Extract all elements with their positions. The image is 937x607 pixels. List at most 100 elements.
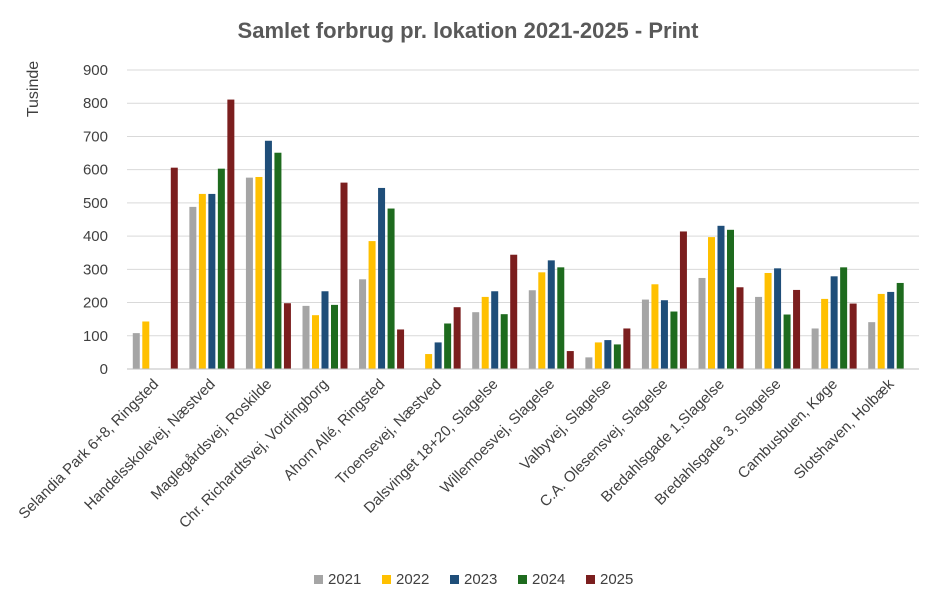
y-tick-label: 500 [83, 195, 108, 212]
bar-2023 [717, 225, 725, 369]
y-tick-label: 900 [83, 62, 108, 79]
bar-2023 [264, 140, 272, 369]
x-tick-label: Slotshaven, Holbæk [791, 375, 898, 482]
bar-2021 [585, 357, 593, 369]
x-tick-label: Cambusbuen, Køge [735, 376, 841, 482]
grid-layer [127, 69, 919, 337]
y-axis-label: Tusinde [25, 61, 42, 117]
bar-2024 [613, 344, 621, 369]
bar-2022 [255, 176, 263, 369]
legend-label: 2025 [600, 571, 633, 588]
legend-label: 2022 [396, 571, 429, 588]
bar-2022 [877, 293, 885, 369]
bar-2023 [830, 276, 838, 369]
bar-2022 [764, 272, 772, 369]
bar-2022 [594, 342, 602, 369]
bar-2025 [227, 99, 235, 369]
y-tick-label: 200 [83, 295, 108, 312]
bar-2024 [331, 304, 338, 369]
bar-2025 [453, 307, 461, 369]
bar-2025 [283, 303, 291, 369]
bar-2024 [557, 267, 565, 369]
bar-2024 [840, 267, 848, 369]
bar-2021 [528, 290, 536, 369]
bar-2021 [698, 277, 706, 369]
bar-2025 [170, 167, 178, 369]
legend: 2021 2022 2023 2024 2025 [314, 571, 633, 588]
x-tick-label: Troensevej, Næstved [332, 376, 444, 488]
bar-2025 [623, 328, 631, 369]
bar-2025 [510, 254, 518, 369]
bar-2021 [472, 312, 480, 369]
bar-2021 [359, 279, 367, 369]
bar-2021 [868, 322, 876, 369]
bar-2022 [708, 237, 715, 369]
bar-2022 [425, 354, 433, 369]
bar-2021 [755, 296, 763, 369]
bar-2024 [444, 323, 452, 369]
legend-label: 2024 [532, 571, 565, 588]
bar-2022 [821, 298, 829, 369]
bar-2025 [849, 303, 857, 369]
bar-2023 [660, 300, 668, 369]
y-tick-label: 300 [83, 261, 108, 278]
bar-2025 [793, 289, 801, 369]
bar-2025 [566, 351, 574, 369]
bar-2021 [132, 333, 140, 369]
y-tick-label: 800 [83, 95, 108, 112]
bar-2021 [245, 177, 253, 369]
bar-2024 [274, 152, 282, 369]
bar-2023 [321, 291, 329, 369]
bar-2021 [641, 299, 649, 369]
legend-label: 2021 [328, 571, 361, 588]
bar-2023 [208, 193, 216, 369]
x-tick-label: Willemoesvej, Slagelse [437, 376, 558, 497]
bar-2024 [670, 311, 678, 369]
y-tick-label: 400 [83, 228, 108, 245]
bar-2022 [538, 272, 546, 369]
bar-2023 [378, 187, 386, 369]
y-tick-label: 600 [83, 162, 108, 179]
bar-2022 [312, 315, 319, 369]
bar-2022 [481, 296, 489, 369]
bar-2021 [189, 206, 197, 369]
bar-2021 [811, 328, 819, 369]
legend-swatch-2024 [518, 575, 527, 584]
bar-2024 [896, 282, 904, 369]
bar-2023 [774, 268, 782, 369]
bar-2024 [783, 314, 791, 369]
bar-2023 [434, 342, 442, 369]
category-labels: Selandia Park 6+8, RingstedHandelsskolev… [15, 375, 898, 531]
legend-swatch-2025 [586, 575, 595, 584]
bar-layer [132, 99, 904, 369]
bar-2022 [368, 241, 376, 369]
bar-2024 [500, 314, 508, 369]
bar-2024 [727, 229, 734, 369]
axis-layer: 0 100 200 300 400 500 600 700 800 900 [83, 62, 919, 378]
bar-2023 [547, 260, 555, 369]
bar-2025 [679, 231, 687, 369]
bar-2022 [142, 321, 150, 369]
y-tick-label: 700 [83, 128, 108, 145]
legend-swatch-2021 [314, 575, 323, 584]
bar-2021 [302, 305, 310, 369]
y-tick-label: 100 [83, 328, 108, 345]
legend-swatch-2023 [450, 575, 459, 584]
bar-2022 [651, 284, 659, 369]
bar-2025 [340, 182, 348, 369]
y-tick-label: 0 [100, 361, 108, 378]
legend-label: 2023 [464, 571, 497, 588]
x-tick-label: Ahorn Allé, Ringsted [280, 376, 388, 484]
bar-2025 [736, 287, 744, 369]
bar-2024 [387, 208, 395, 369]
bar-2025 [397, 329, 405, 369]
chart-title: Samlet forbrug pr. lokation 2021-2025 - … [238, 18, 700, 43]
bar-2023 [887, 291, 895, 369]
legend-swatch-2022 [382, 575, 391, 584]
bar-2023 [491, 291, 499, 369]
bar-2022 [198, 193, 206, 369]
bar-2023 [604, 340, 612, 369]
bar-2024 [217, 168, 225, 369]
